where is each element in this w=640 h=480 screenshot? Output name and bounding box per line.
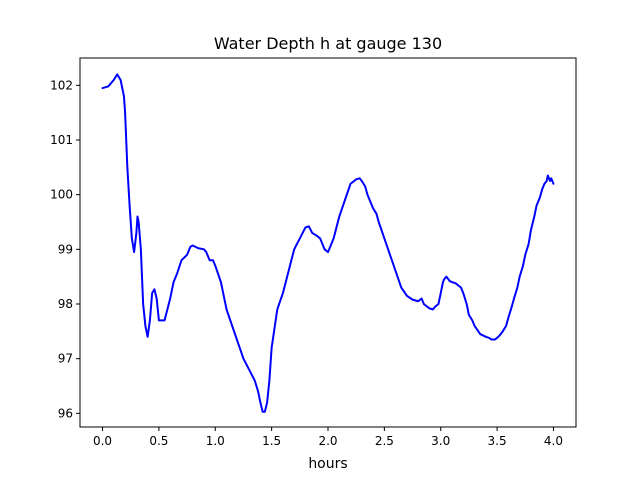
x-tick-label: 4.0: [544, 434, 563, 448]
x-tick-label: 2.0: [318, 434, 337, 448]
chart-title: Water Depth h at gauge 130: [214, 34, 442, 53]
x-tick-label: 1.0: [206, 434, 225, 448]
y-tick-label: 102: [50, 78, 73, 92]
series-line: [101, 73, 555, 413]
x-axis-label: hours: [308, 456, 347, 472]
y-axis: 96 97 98 99 100 101 102: [50, 78, 80, 420]
y-tick-label: 100: [50, 188, 73, 202]
x-tick-label: 0.0: [93, 434, 112, 448]
x-tick-label: 0.5: [149, 434, 168, 448]
x-tick-label: 2.5: [375, 434, 394, 448]
y-tick-label: 99: [58, 242, 73, 256]
y-tick-label: 97: [58, 352, 73, 366]
plot-area: [101, 73, 555, 413]
y-tick-label: 96: [58, 406, 73, 420]
y-tick-label: 101: [50, 133, 73, 147]
x-axis: 0.0 0.5 1.0 1.5 2.0 2.5 3.0 3.5 4.0: [93, 427, 563, 448]
x-tick-label: 1.5: [262, 434, 281, 448]
x-tick-label: 3.0: [431, 434, 450, 448]
y-tick-label: 98: [58, 297, 73, 311]
x-tick-label: 3.5: [488, 434, 507, 448]
